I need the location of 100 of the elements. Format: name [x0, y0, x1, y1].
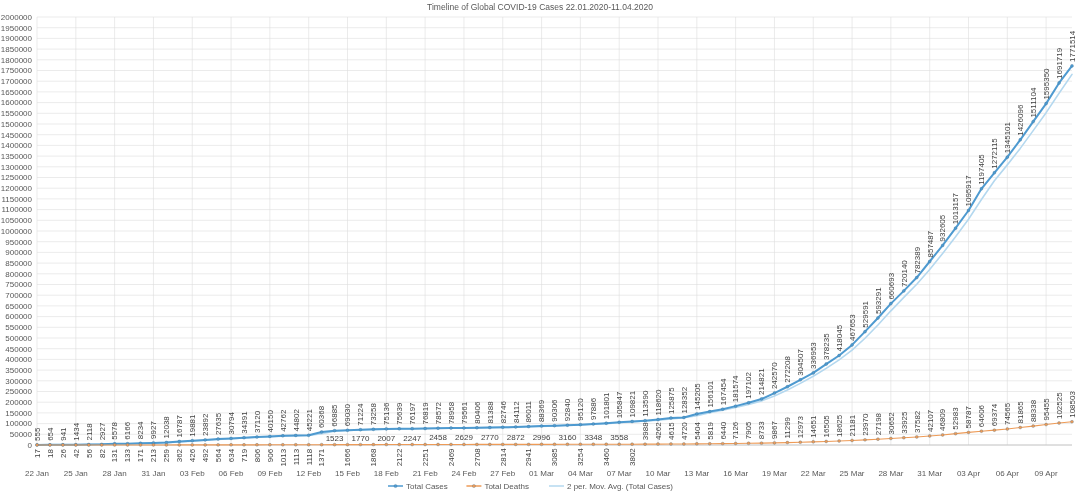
- y-tick-label: 400000: [5, 355, 33, 365]
- data-label: 56: [84, 448, 94, 458]
- x-tick-label: 19 Mar: [761, 469, 788, 478]
- data-label: 30652: [886, 411, 896, 435]
- data-label: 27635: [213, 412, 223, 436]
- data-label: 593291: [873, 286, 883, 315]
- y-tick-label: 1300000: [0, 162, 33, 172]
- data-label: 34391: [239, 410, 249, 434]
- data-label: 145205: [692, 382, 702, 410]
- data-label: 128352: [679, 386, 689, 414]
- y-tick-label: 200000: [5, 398, 33, 407]
- data-label: 1013157: [951, 192, 961, 225]
- data-label: 105847: [614, 391, 624, 419]
- x-tick-label: 04 Mar: [567, 469, 594, 478]
- data-label: 42762: [278, 409, 288, 432]
- y-tick-label: 0: [27, 440, 33, 450]
- y-tick-label: 250000: [5, 387, 33, 397]
- data-label: 2941: [524, 447, 534, 467]
- legend-label: 2 per. Mov. Avg. (Total Cases): [566, 482, 674, 491]
- y-tick-label: 1200000: [0, 184, 33, 193]
- data-label: 3085: [550, 447, 560, 467]
- data-label: 82746: [498, 400, 508, 424]
- y-tick-label: 300000: [5, 376, 33, 386]
- data-label: 654: [45, 426, 55, 441]
- x-tick-label: 06 Apr: [995, 469, 1020, 478]
- data-label: 81388: [485, 400, 495, 424]
- data-label: 1868: [369, 448, 379, 467]
- x-tick-label: 22 Jan: [24, 469, 50, 478]
- data-label: 7905: [744, 420, 754, 440]
- legend-label: Total Deaths: [484, 482, 529, 491]
- data-label: 76819: [420, 401, 430, 425]
- data-label: 1434: [71, 422, 81, 441]
- y-tick-label: 1800000: [0, 55, 33, 65]
- data-label: 82: [97, 448, 107, 458]
- data-label: 9867: [770, 420, 780, 439]
- data-label: 1595350: [1041, 67, 1051, 100]
- data-label: 12973: [796, 415, 806, 439]
- data-label: 118620: [653, 388, 663, 416]
- x-tick-label: 31 Mar: [917, 469, 943, 478]
- y-tick-label: 1600000: [0, 98, 33, 108]
- data-label: 86011: [524, 400, 534, 423]
- data-label: 1770: [351, 433, 370, 443]
- x-tick-label: 01 Mar: [529, 469, 555, 478]
- data-label: 167454: [718, 377, 728, 406]
- data-label: 2122: [395, 448, 405, 467]
- x-tick-label: 10 Mar: [645, 469, 671, 478]
- data-label: 564: [213, 448, 223, 463]
- data-label: 125875: [666, 386, 676, 415]
- data-label: 11299: [783, 416, 793, 439]
- data-label: 66885: [330, 403, 340, 427]
- data-label: 26: [58, 448, 68, 458]
- data-label: 69030: [343, 403, 353, 427]
- data-label: 5578: [110, 421, 120, 440]
- data-label: 1197405: [977, 153, 987, 185]
- data-label: 1771514: [1067, 30, 1077, 62]
- x-tick-label: 15 Feb: [335, 469, 361, 478]
- x-tick-label: 13 Mar: [684, 469, 710, 478]
- data-label: 2770: [480, 433, 500, 443]
- data-label: 242570: [770, 361, 780, 390]
- data-label: 44802: [291, 408, 301, 432]
- data-label: 197102: [744, 371, 754, 399]
- data-label: 3460: [602, 447, 612, 467]
- y-tick-label: 1000000: [0, 226, 33, 236]
- data-label: 12038: [162, 415, 172, 439]
- data-label: 42107: [925, 409, 935, 432]
- y-tick-label: 1050000: [0, 216, 33, 226]
- data-label: 1426096: [1016, 104, 1026, 136]
- y-tick-label: 100000: [5, 419, 33, 429]
- data-label: 2251: [420, 447, 430, 467]
- data-label: 529591: [860, 300, 870, 328]
- data-label: 80406: [472, 401, 482, 424]
- data-label: 6440: [718, 421, 728, 440]
- x-tick-label: 21 Feb: [412, 469, 439, 478]
- data-label: 1511104: [1028, 87, 1038, 118]
- x-tick-label: 03 Apr: [956, 469, 981, 478]
- chart-title: Timeline of Global COVID-19 Cases 22.01.2020-11.04.2020: [427, 2, 654, 12]
- data-label: 378235: [821, 332, 831, 361]
- data-label: 45221: [304, 408, 314, 432]
- data-label: 720140: [899, 259, 909, 287]
- y-tick-label: 1450000: [0, 130, 33, 140]
- data-label: 2629: [455, 433, 474, 443]
- y-tick-label: 800000: [5, 269, 33, 279]
- x-tick-label: 28 Mar: [878, 469, 904, 478]
- data-label: 941: [58, 426, 68, 441]
- data-label: 27198: [873, 412, 883, 436]
- data-label: 95455: [1041, 397, 1051, 421]
- data-label: 259: [162, 448, 172, 463]
- x-tick-label: 31 Jan: [141, 469, 166, 478]
- data-label: 2469: [446, 447, 456, 467]
- y-tick-label: 1350000: [0, 151, 33, 161]
- data-label: 4720: [679, 421, 689, 440]
- data-label: 131: [110, 448, 120, 463]
- data-label: 1095917: [964, 174, 974, 207]
- data-label: 2927: [97, 422, 107, 441]
- x-tick-label: 12 Feb: [296, 469, 322, 478]
- x-tick-label: 09 Apr: [1034, 469, 1059, 478]
- data-label: 88369: [537, 399, 547, 423]
- data-label: 2118: [84, 422, 94, 441]
- data-label: 171: [136, 448, 146, 463]
- y-tick-label: 350000: [5, 365, 33, 375]
